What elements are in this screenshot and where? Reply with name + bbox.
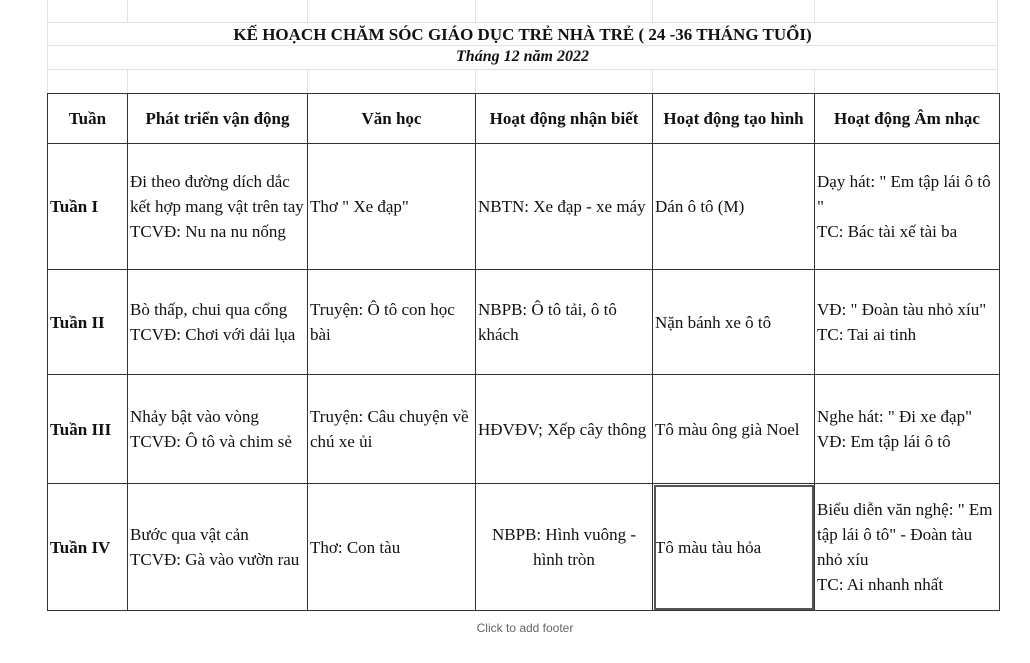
cell-cognition[interactable]: HĐVĐV; Xếp cây thông bbox=[475, 374, 653, 484]
plan-table: Tuần Phát triển vận động Văn học Hoạt độ… bbox=[47, 93, 1000, 611]
cell-motor[interactable]: Nhảy bật vào vòng TCVĐ: Ô tô và chim sẻ bbox=[127, 374, 308, 484]
cell-week[interactable]: Tuần I bbox=[47, 143, 128, 270]
cell-week[interactable]: Tuần III bbox=[47, 374, 128, 484]
sheet-gridlines bbox=[47, 0, 998, 93]
cell-music[interactable]: Nghe hát: " Đi xe đạp" VĐ: Em tập lái ô … bbox=[814, 374, 1000, 484]
cell-literature[interactable]: Truyện: Ô tô con học bài bbox=[307, 269, 476, 375]
cell-motor[interactable]: Bò thấp, chui qua cổng TCVĐ: Chơi với dả… bbox=[127, 269, 308, 375]
header-literature[interactable]: Văn học bbox=[307, 93, 476, 144]
cell-motor[interactable]: Bước qua vật cản TCVĐ: Gà vào vườn rau bbox=[127, 483, 308, 611]
cell-art[interactable]: Dán ô tô (M) bbox=[652, 143, 815, 270]
table-row: Tuần I Đi theo đường dích dắc kết hợp man… bbox=[47, 143, 1000, 270]
header-art[interactable]: Hoạt động tạo hình bbox=[652, 93, 815, 144]
header-music[interactable]: Hoạt động Âm nhạc bbox=[814, 93, 1000, 144]
cell-week[interactable]: Tuần IV bbox=[47, 483, 128, 611]
cell-motor[interactable]: Đi theo đường dích dắc kết hợp mang vật … bbox=[127, 143, 308, 270]
table-row: Tuần IV Bước qua vật cản TCVĐ: Gà vào vườ… bbox=[47, 483, 1000, 611]
page-title: KẾ HOẠCH CHĂM SÓC GIÁO DỤC TRẺ NHÀ TRẺ (… bbox=[233, 25, 812, 44]
cell-literature[interactable]: Truyện: Câu chuyện về chú xe ủi bbox=[307, 374, 476, 484]
cell-cognition[interactable]: NBPB: Ô tô tải, ô tô khách bbox=[475, 269, 653, 375]
cell-cognition[interactable]: NBTN: Xe đạp - xe máy bbox=[475, 143, 653, 270]
header-week[interactable]: Tuần bbox=[47, 93, 128, 144]
add-footer-placeholder[interactable]: Click to add footer bbox=[476, 621, 574, 635]
cell-music[interactable]: Biểu diễn văn nghệ: " Em tập lái ô tô" -… bbox=[814, 483, 1000, 611]
cell-cognition[interactable]: NBPB: Hình vuông - hình tròn bbox=[475, 483, 653, 611]
cell-week[interactable]: Tuần II bbox=[47, 269, 128, 375]
cell-music[interactable]: Dạy hát: " Em tập lái ô tô " TC: Bác tài… bbox=[814, 143, 1000, 270]
cell-literature[interactable]: Thơ " Xe đạp" bbox=[307, 143, 476, 270]
table-header-row: Tuần Phát triển vận động Văn học Hoạt độ… bbox=[47, 93, 1000, 144]
table-row: Tuần III Nhảy bật vào vòng TCVĐ: Ô tô và … bbox=[47, 374, 1000, 484]
cell-art[interactable]: Tô màu tàu hỏa bbox=[652, 483, 815, 611]
header-cognition[interactable]: Hoạt động nhận biết bbox=[475, 93, 653, 144]
cell-literature[interactable]: Thơ: Con tàu bbox=[307, 483, 476, 611]
table-row: Tuần II Bò thấp, chui qua cổng TCVĐ: Chơi… bbox=[47, 269, 1000, 375]
cell-music[interactable]: VĐ: " Đoàn tàu nhỏ xíu" TC: Tai ai tinh bbox=[814, 269, 1000, 375]
cell-art[interactable]: Nặn bánh xe ô tô bbox=[652, 269, 815, 375]
header-motor[interactable]: Phát triển vận động bbox=[127, 93, 308, 144]
page-subtitle: Tháng 12 năm 2022 bbox=[456, 48, 589, 65]
cell-art[interactable]: Tô màu ông già Noel bbox=[652, 374, 815, 484]
